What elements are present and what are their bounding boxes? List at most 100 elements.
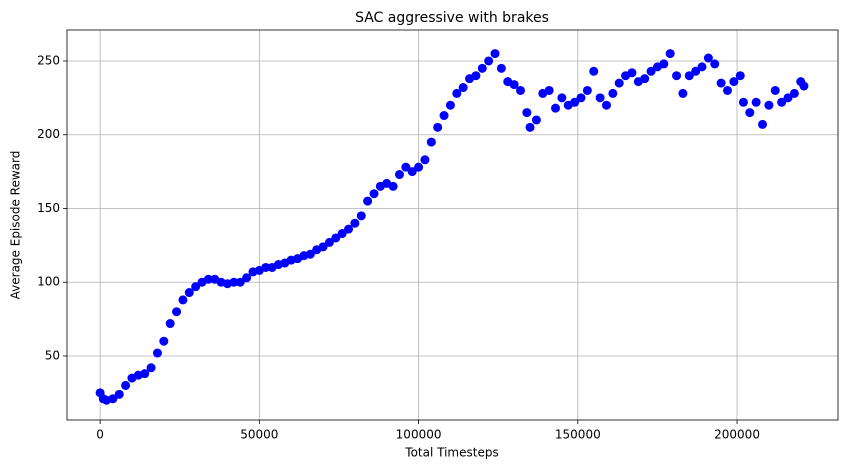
point bbox=[356, 211, 366, 221]
point bbox=[146, 363, 156, 373]
x-tick-label: 0 bbox=[96, 428, 104, 442]
point bbox=[703, 53, 713, 63]
chart-title: SAC aggressive with brakes bbox=[355, 10, 549, 26]
point bbox=[722, 85, 732, 95]
point bbox=[582, 85, 592, 95]
point bbox=[235, 277, 245, 287]
x-tick-label: 150000 bbox=[555, 428, 601, 442]
x-tick-label: 50000 bbox=[240, 428, 278, 442]
point bbox=[678, 88, 688, 98]
point bbox=[477, 63, 487, 73]
point bbox=[608, 88, 618, 98]
point bbox=[551, 103, 561, 113]
point bbox=[159, 336, 169, 346]
point bbox=[490, 49, 500, 59]
x-tick-label: 200000 bbox=[714, 428, 760, 442]
point bbox=[203, 274, 213, 284]
point bbox=[121, 380, 131, 390]
point bbox=[407, 167, 417, 177]
y-tick-label: 100 bbox=[37, 275, 60, 289]
point bbox=[627, 68, 637, 78]
point bbox=[426, 137, 436, 147]
point bbox=[691, 66, 701, 76]
point bbox=[184, 288, 194, 298]
point bbox=[229, 277, 239, 287]
x-tick-label: 100000 bbox=[396, 428, 442, 442]
y-tick-label: 50 bbox=[45, 348, 60, 362]
point bbox=[758, 119, 768, 129]
point bbox=[770, 85, 780, 95]
point bbox=[152, 348, 162, 358]
point bbox=[401, 162, 411, 172]
point bbox=[433, 122, 443, 132]
point bbox=[601, 100, 611, 110]
point bbox=[595, 93, 605, 103]
point bbox=[337, 229, 347, 239]
point bbox=[614, 78, 624, 88]
point bbox=[140, 369, 150, 379]
point bbox=[165, 319, 175, 329]
point bbox=[783, 93, 793, 103]
point bbox=[331, 233, 341, 243]
point bbox=[496, 63, 506, 73]
point bbox=[344, 224, 354, 234]
point bbox=[764, 100, 774, 110]
point bbox=[544, 85, 554, 95]
point bbox=[350, 218, 360, 228]
point bbox=[445, 100, 455, 110]
point bbox=[439, 111, 449, 121]
point bbox=[458, 83, 468, 93]
point bbox=[452, 88, 462, 98]
point bbox=[738, 97, 748, 107]
point bbox=[261, 262, 271, 272]
point bbox=[557, 93, 567, 103]
point bbox=[178, 295, 188, 305]
y-tick-label: 250 bbox=[37, 53, 60, 67]
point bbox=[394, 170, 404, 180]
point bbox=[697, 62, 707, 72]
point bbox=[318, 242, 328, 252]
point bbox=[388, 181, 398, 191]
y-tick-label: 150 bbox=[37, 201, 60, 215]
point bbox=[789, 88, 799, 98]
point bbox=[242, 273, 252, 283]
point bbox=[515, 85, 525, 95]
point bbox=[710, 59, 720, 69]
point bbox=[684, 71, 694, 81]
point bbox=[665, 49, 675, 59]
y-tick-label: 200 bbox=[37, 127, 60, 141]
point bbox=[363, 196, 373, 206]
point bbox=[484, 56, 494, 66]
point bbox=[305, 249, 315, 259]
point bbox=[659, 59, 669, 69]
point bbox=[646, 66, 656, 76]
point bbox=[672, 71, 682, 81]
point bbox=[777, 97, 787, 107]
point bbox=[191, 282, 201, 292]
point bbox=[716, 78, 726, 88]
point bbox=[589, 66, 599, 76]
point bbox=[640, 74, 650, 84]
point bbox=[745, 108, 755, 118]
plot-frame bbox=[66, 29, 839, 421]
point bbox=[751, 97, 761, 107]
point bbox=[531, 115, 541, 125]
point bbox=[522, 108, 532, 118]
point bbox=[420, 155, 430, 165]
point bbox=[525, 122, 535, 132]
point bbox=[108, 394, 118, 404]
point bbox=[172, 307, 182, 317]
point bbox=[414, 162, 424, 172]
point bbox=[324, 237, 334, 247]
y-axis-label: Average Episode Reward bbox=[9, 151, 23, 300]
point bbox=[570, 97, 580, 107]
point bbox=[509, 80, 519, 90]
point bbox=[576, 93, 586, 103]
point bbox=[729, 77, 739, 87]
x-axis-label: Total Timesteps bbox=[404, 446, 498, 460]
point bbox=[369, 189, 379, 199]
point bbox=[735, 71, 745, 81]
point bbox=[471, 71, 481, 81]
point bbox=[114, 389, 124, 399]
